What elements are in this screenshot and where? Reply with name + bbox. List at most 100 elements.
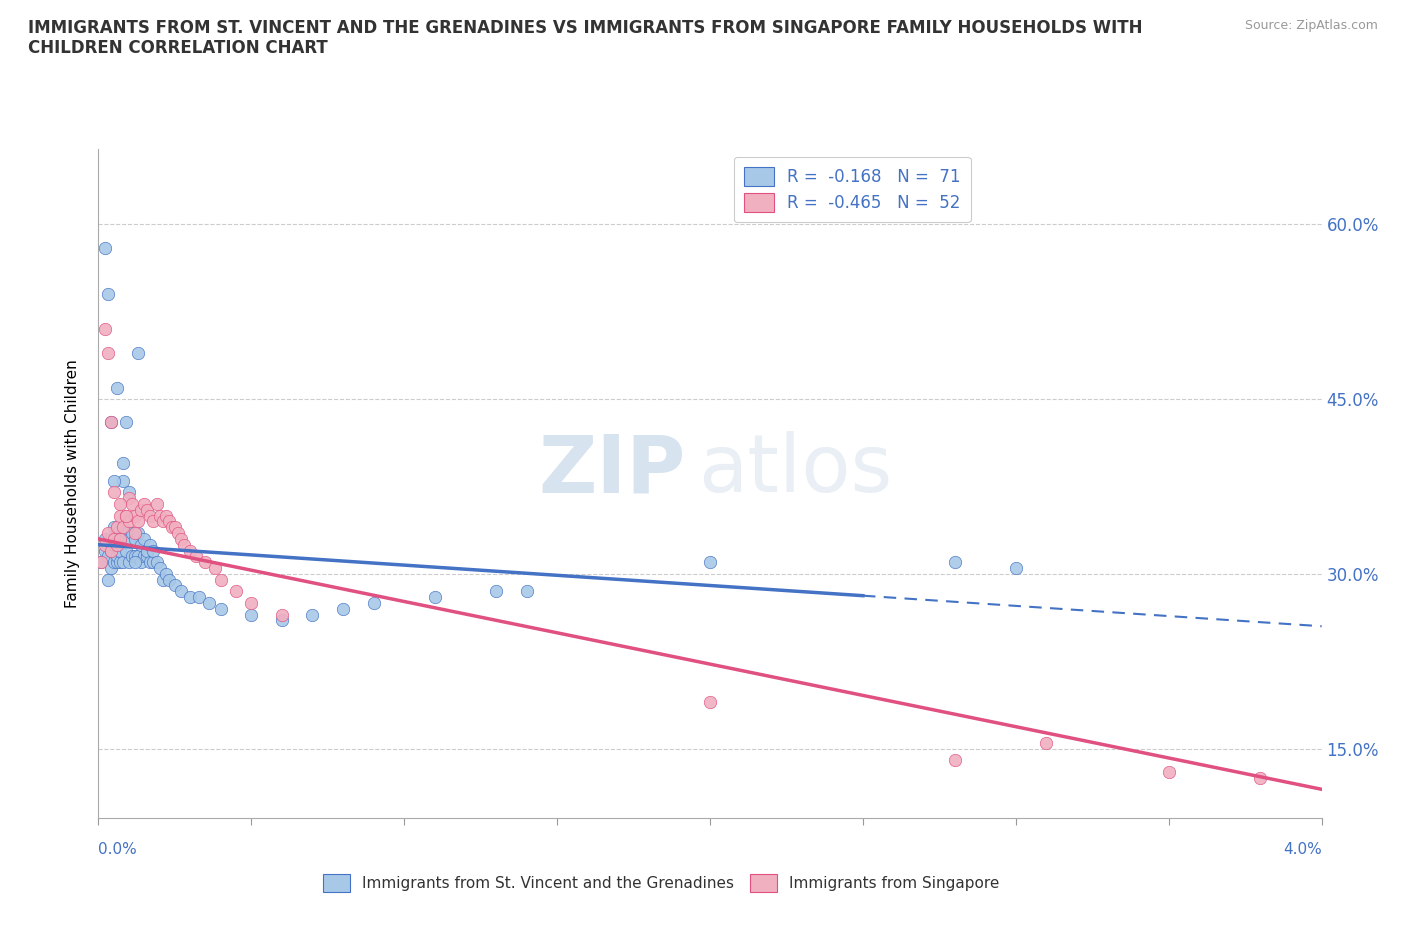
Point (197, 595, 219, 610)
Point (134, 531, 156, 546)
Point (136, 549, 159, 564)
Point (209, 572, 232, 587)
Point (103, 473, 125, 488)
Point (332, 602, 354, 617)
Point (115, 508, 138, 523)
Point (97, 572, 120, 587)
Point (129, 555, 152, 570)
Point (100, 543, 122, 558)
Point (139, 538, 162, 552)
Point (155, 566, 177, 581)
Text: ZIP: ZIP (538, 432, 686, 510)
Point (103, 485, 125, 499)
Point (943, 555, 966, 570)
Point (139, 508, 162, 523)
Point (170, 584, 193, 599)
Point (115, 543, 138, 558)
Point (186, 549, 208, 564)
Point (90, 555, 112, 570)
Point (93, 538, 115, 552)
Point (93, 322, 115, 337)
Point (209, 602, 232, 617)
Point (100, 543, 122, 558)
Point (149, 561, 172, 576)
Point (485, 584, 508, 599)
Point (103, 555, 125, 570)
Text: IMMIGRANTS FROM ST. VINCENT AND THE GRENADINES VS IMMIGRANTS FROM SINGAPORE FAMI: IMMIGRANTS FROM ST. VINCENT AND THE GREN… (28, 19, 1143, 58)
Point (363, 595, 385, 610)
Point (270, 607, 294, 622)
Point (90, 555, 112, 570)
Point (139, 555, 162, 570)
Point (97, 287, 120, 302)
Point (301, 607, 323, 622)
Point (105, 555, 128, 570)
Point (136, 543, 159, 558)
Point (152, 514, 174, 529)
Text: Source: ZipAtlas.com: Source: ZipAtlas.com (1244, 19, 1378, 32)
Point (118, 555, 141, 570)
Point (118, 491, 141, 506)
Point (127, 514, 149, 529)
Legend: Immigrants from St. Vincent and the Grenadines, Immigrants from Singapore: Immigrants from St. Vincent and the Gren… (316, 868, 1005, 897)
Point (423, 590, 446, 604)
Point (134, 497, 156, 512)
Point (93, 240, 115, 255)
Point (100, 415, 122, 430)
Point (142, 514, 165, 529)
Point (93, 543, 115, 558)
Point (157, 514, 180, 529)
Point (142, 555, 165, 570)
Point (1035, 736, 1057, 751)
Point (127, 345, 149, 360)
Point (142, 543, 165, 558)
Text: 4.0%: 4.0% (1282, 842, 1322, 857)
Point (105, 380, 128, 395)
Point (179, 543, 201, 558)
Point (204, 561, 226, 576)
Point (149, 508, 172, 523)
Point (124, 555, 146, 570)
Point (111, 473, 134, 488)
Point (121, 497, 143, 512)
Point (124, 508, 146, 523)
Point (173, 538, 195, 552)
Point (108, 508, 131, 523)
Point (118, 485, 141, 499)
Point (121, 549, 143, 564)
Point (163, 578, 186, 593)
Point (179, 590, 201, 604)
Point (108, 497, 131, 512)
Point (118, 531, 141, 546)
Point (188, 590, 211, 604)
Point (108, 531, 131, 546)
Point (1157, 764, 1180, 779)
Point (121, 525, 143, 540)
Point (160, 520, 183, 535)
Point (103, 538, 125, 552)
Point (145, 497, 167, 512)
Point (124, 531, 146, 546)
Point (108, 543, 131, 558)
Point (240, 595, 263, 610)
Point (115, 415, 138, 430)
Point (134, 549, 156, 564)
Point (115, 525, 138, 540)
Point (97, 549, 120, 564)
Point (145, 555, 167, 570)
Point (225, 584, 247, 599)
Point (516, 584, 538, 599)
Point (124, 549, 146, 564)
Point (118, 514, 141, 529)
Point (127, 525, 149, 540)
Text: 0.0%: 0.0% (98, 842, 138, 857)
Point (136, 502, 159, 517)
Point (105, 525, 128, 540)
Point (194, 555, 217, 570)
Point (108, 555, 131, 570)
Y-axis label: Family Households with Children: Family Households with Children (65, 359, 80, 608)
Point (170, 531, 193, 546)
Point (103, 520, 125, 535)
Point (167, 525, 190, 540)
Point (103, 531, 125, 546)
